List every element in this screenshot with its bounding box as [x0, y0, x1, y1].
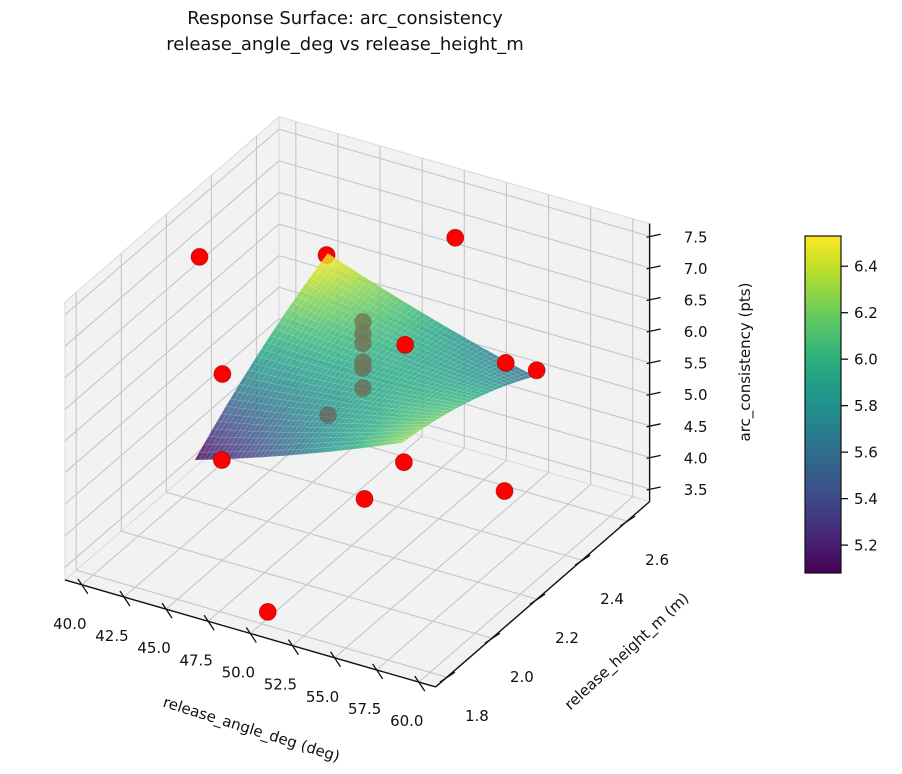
x-tick-label: 42.5 — [95, 627, 128, 645]
colorbar: 5.2 5.4 5.6 5.8 6.0 6.2 6.4 — [804, 235, 878, 574]
chart-title-line1: Response Surface: arc_consistency — [187, 8, 503, 29]
z-axis-label: arc_consistency (pts) — [736, 283, 755, 442]
colorbar-tick-label: 5.8 — [854, 397, 878, 415]
chart-title-line2: release_angle_deg vs release_height_m — [166, 34, 524, 56]
z-tick-label: 7.0 — [684, 260, 708, 278]
colorbar-tick-label: 6.0 — [854, 351, 878, 369]
y-tick-label: 1.8 — [465, 707, 489, 725]
scatter-occluded-overlay — [319, 313, 372, 424]
axis-tick-labels: 40.0 42.5 45.0 47.5 50.0 52.5 55.0 57.5 60.0 1.8 2… — [53, 228, 707, 730]
colorbar-tick-label: 5.2 — [854, 537, 878, 555]
surface-mesh — [194, 253, 536, 461]
colorbar-tick-label: 5.6 — [854, 444, 878, 462]
y-tick-label: 2.0 — [510, 668, 534, 686]
z-tick-label: 7.5 — [684, 228, 708, 246]
y-axis-label: release_height_m (m) — [561, 589, 693, 714]
colorbar-tick-label: 5.4 — [854, 490, 878, 508]
z-tick-label: 6.5 — [684, 291, 708, 309]
x-tick-label: 55.0 — [306, 688, 339, 706]
y-tick-label: 2.6 — [645, 551, 669, 569]
z-tick-label: 3.5 — [684, 481, 708, 499]
z-tick-label: 4.5 — [684, 418, 708, 436]
x-tick-label: 52.5 — [264, 676, 297, 694]
z-tick-label: 6.0 — [684, 323, 708, 341]
colorbar-tick-label: 6.2 — [854, 304, 878, 322]
colorbar-tick-label: 6.4 — [854, 258, 878, 276]
x-tick-label: 47.5 — [179, 651, 212, 669]
x-tick-label: 60.0 — [390, 712, 423, 730]
x-tick-label: 57.5 — [348, 700, 381, 718]
x-tick-label: 50.0 — [222, 663, 255, 681]
z-tick-label: 4.0 — [684, 449, 708, 467]
scatter-points — [190, 228, 546, 621]
y-tick-label: 2.2 — [555, 629, 579, 647]
z-tick-label: 5.0 — [684, 386, 708, 404]
chart-title: Response Surface: arc_consistency releas… — [0, 6, 690, 58]
axis-ticks — [77, 233, 661, 692]
x-tick-label: 45.0 — [137, 639, 170, 657]
z-tick-label: 5.5 — [684, 355, 708, 373]
x-tick-label: 40.0 — [53, 615, 86, 633]
y-tick-label: 2.4 — [600, 590, 624, 608]
